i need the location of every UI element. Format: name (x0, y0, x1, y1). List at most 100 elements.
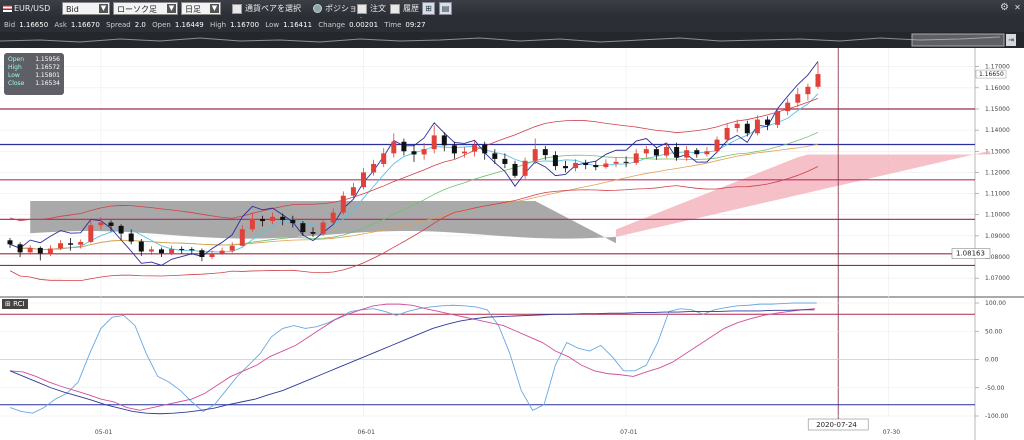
candle-body (462, 151, 467, 154)
candle-body (734, 123, 740, 129)
candle-body (411, 151, 417, 155)
candle-body (674, 147, 680, 158)
candle-body (724, 128, 730, 140)
position-label: ポジション (325, 4, 365, 13)
time-label: Time (384, 21, 402, 29)
add-chart-icon[interactable]: ⊞ (422, 2, 435, 15)
x-tick-label: 05-01 (95, 429, 113, 436)
y-tick-label: 1.11000 (985, 191, 1010, 198)
checkbox-icon (232, 3, 242, 14)
ohlc-low-value: 1.15801 (35, 72, 60, 79)
order-toggle[interactable]: 注文中 (357, 2, 391, 26)
layout-icon[interactable]: ▤ (439, 2, 452, 15)
candle-body (785, 102, 791, 112)
candle-body (795, 94, 801, 103)
candle-body (371, 163, 377, 173)
ohlc-close-value: 1.16534 (35, 80, 60, 87)
candle-body (118, 225, 124, 234)
timeframe-value: 日足 (185, 5, 201, 14)
ohlc-low-label: Low (8, 72, 20, 79)
checkbox-icon (357, 3, 367, 14)
candle-body (17, 244, 23, 253)
candle-body (310, 232, 316, 234)
y-tick-label: 1.12000 (985, 169, 1010, 176)
candle-body (512, 163, 518, 176)
candle-body (300, 223, 306, 233)
candle-body (270, 216, 276, 222)
candle-body (320, 222, 326, 234)
y-tick-label: 1.08000 (985, 254, 1010, 261)
candle-body (664, 147, 669, 156)
candle-body (472, 144, 478, 152)
ohlc-open-label: Open (8, 56, 25, 63)
candle-body (603, 163, 609, 168)
ohlc-open-value: 1.15956 (35, 56, 60, 63)
us-flag-icon (3, 5, 12, 12)
candle-body (189, 249, 195, 251)
candle-body (350, 187, 356, 196)
history-label: 履歴 (403, 4, 419, 13)
candle-body (159, 249, 164, 254)
navigator-scroll-handle[interactable]: ⇥ (1006, 34, 1016, 46)
candle-body (573, 162, 579, 169)
navigator-sparkline (0, 33, 1005, 47)
candle-body (694, 150, 700, 155)
candle-body (714, 139, 720, 152)
candle-body (704, 151, 710, 155)
candle-body (330, 212, 336, 223)
candle-body (563, 166, 568, 169)
high-label: High (210, 21, 227, 29)
quote-info-bar: Bid 1.16650 Ask 1.16670 Spread 2.0 Open 1.16… (0, 18, 1024, 32)
chevron-down-icon: ▼ (99, 4, 108, 13)
y-tick-label: 1.07000 (985, 275, 1010, 282)
history-toggle[interactable]: 履歴 (390, 2, 420, 15)
candlestick-chart-svg[interactable]: 1.17000 1.16000 1.15000 1.14000 1.13000 1.120… (0, 48, 1024, 440)
candle-body (653, 149, 659, 156)
candle-body (593, 165, 599, 168)
chart-panel[interactable]: 1.17000 1.16000 1.15000 1.14000 1.13000 1.120… (0, 48, 1024, 440)
crosshair-date-box (807, 418, 869, 431)
candle-body (199, 250, 205, 257)
time-value: 09:27 (405, 21, 426, 29)
rci-name: RCI (13, 300, 25, 308)
chevron-down-icon: ▼ (210, 4, 219, 13)
ohlc-close-label: Close (8, 80, 25, 87)
currency-pair-label: EUR/USD (14, 4, 51, 13)
candle-body (583, 162, 589, 166)
candle-body (209, 253, 215, 257)
candle-body (108, 222, 114, 226)
candle-body (815, 74, 821, 87)
candle-body (522, 160, 528, 176)
chart-type-dropdown[interactable]: ローソク足 ▼ (113, 2, 178, 15)
candle-body (169, 248, 175, 254)
candle-body (492, 153, 498, 159)
candle-body (148, 249, 154, 252)
bollinger-upper-line (9, 97, 819, 222)
close-icon[interactable]: ✕ (1014, 3, 1021, 12)
candle-body (37, 247, 43, 254)
x-tick-label: 07-01 (620, 429, 638, 436)
x-tick-label: 06-01 (358, 429, 376, 436)
select-pair-toggle[interactable]: 通貨ペアを選択 (232, 2, 302, 15)
candle-body (805, 86, 811, 95)
candle-body (775, 111, 781, 125)
candle-body (260, 218, 265, 222)
spread-label: Spread (106, 21, 131, 29)
rci-indicator-label[interactable]: ⊞ RCI (2, 299, 28, 309)
kumo-bullish (616, 150, 990, 237)
rci-series-line (9, 302, 817, 414)
price-type-dropdown[interactable]: Bid ▼ (62, 2, 110, 15)
candle-body (381, 153, 387, 164)
rci-series-line (9, 303, 816, 411)
navigator-strip[interactable]: ⇥ (0, 32, 1024, 49)
candle-body (623, 161, 629, 163)
position-toggle[interactable]: ポジション (313, 2, 373, 15)
candle-body (239, 229, 245, 246)
currency-pair-selector[interactable]: EUR/USD (3, 2, 59, 15)
timeframe-dropdown[interactable]: 日足 ▼ (181, 2, 221, 15)
gear-icon[interactable]: ⚙ (1000, 2, 1009, 13)
rci-y-tick-label: -100.00 (985, 413, 1008, 420)
y-tick-label: 1.16000 (985, 85, 1010, 92)
y-tick-label: 1.13000 (985, 148, 1010, 155)
crosshair-price-box (951, 248, 991, 259)
